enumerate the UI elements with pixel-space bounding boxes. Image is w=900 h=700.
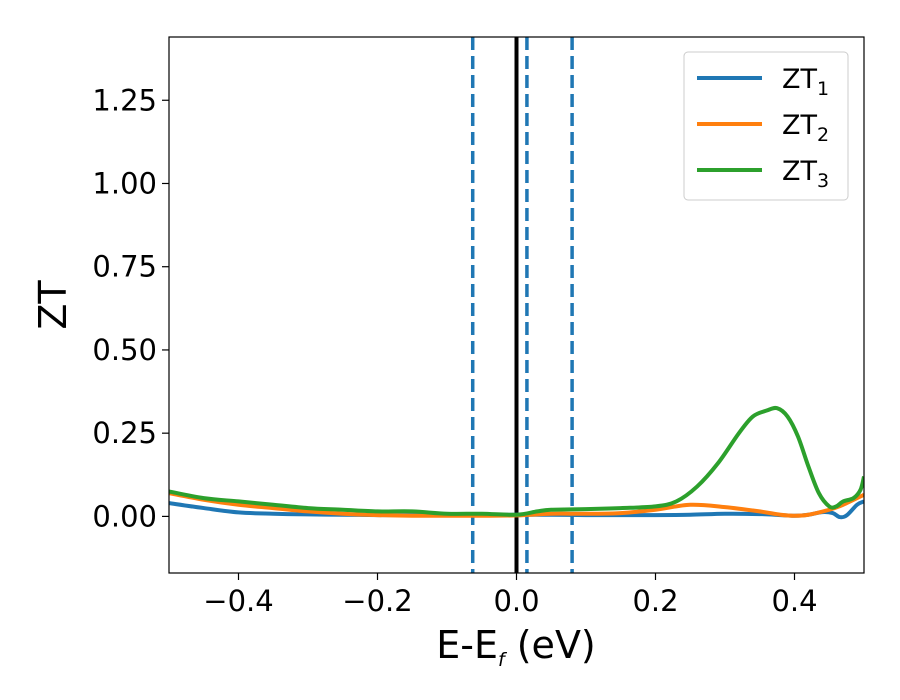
series-line-zt3 [169,405,864,517]
y-axis-ticks: 0.00 0.25 0.50 0.75 1.00 1.25 [92,83,169,533]
y-tick-label: 1.00 [92,166,157,200]
x-axis-label: E-Ef (eV) [436,623,596,671]
series-line-zt2 [169,491,864,518]
y-tick-label: 0.25 [92,416,157,450]
legend: ZT1 ZT2 ZT3 [683,51,849,201]
x-tick-label: −0.4 [203,584,273,618]
y-tick-label: 0.75 [92,250,157,284]
legend-frame [683,51,849,201]
legend-label-zt2: ZT2 [782,110,829,146]
y-axis-label: ZT [31,280,75,330]
legend-label-zt3: ZT3 [782,156,829,192]
x-tick-label: −0.2 [342,584,412,618]
legend-label-zt1: ZT1 [782,64,829,100]
series-lines [169,405,864,520]
x-axis-ticks: −0.4 −0.2 0.0 0.2 0.4 [203,573,818,618]
y-tick-label: 0.50 [92,333,157,367]
x-tick-label: 0.4 [771,584,817,618]
reference-lines [470,37,574,573]
y-tick-label: 1.25 [92,83,157,117]
y-tick-label: 0.00 [92,499,157,533]
x-tick-label: 0.0 [493,584,539,618]
x-tick-label: 0.2 [632,584,678,618]
